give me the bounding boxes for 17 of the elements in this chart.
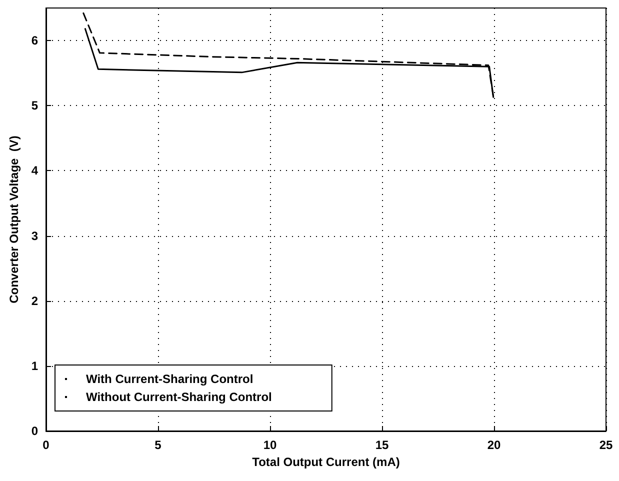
y-tick-label: 5 bbox=[31, 98, 38, 113]
x-tick-label: 20 bbox=[487, 438, 501, 452]
y-tick-label: 3 bbox=[31, 228, 38, 243]
y-tick-label: 1 bbox=[31, 358, 38, 373]
y-tick-label: 0 bbox=[31, 424, 38, 438]
y-tick-label: 4 bbox=[31, 164, 38, 178]
y-tick-label: 2 bbox=[31, 294, 38, 308]
y-tick-label: 6 bbox=[31, 34, 38, 48]
x-tick-label: 0 bbox=[42, 438, 50, 452]
x-axis-title: Total Output Current (mA) bbox=[252, 454, 400, 469]
x-tick-label: 5 bbox=[154, 438, 162, 452]
x-tick-label: 10 bbox=[263, 438, 277, 452]
legend-label: Without Current-Sharing Control bbox=[86, 390, 272, 404]
x-tick-label: 15 bbox=[375, 438, 389, 452]
y-axis-title: Converter Output Voltage (V) bbox=[7, 136, 21, 304]
legend-label: With Current-Sharing Control bbox=[86, 372, 254, 386]
x-tick-label: 25 bbox=[599, 438, 613, 452]
